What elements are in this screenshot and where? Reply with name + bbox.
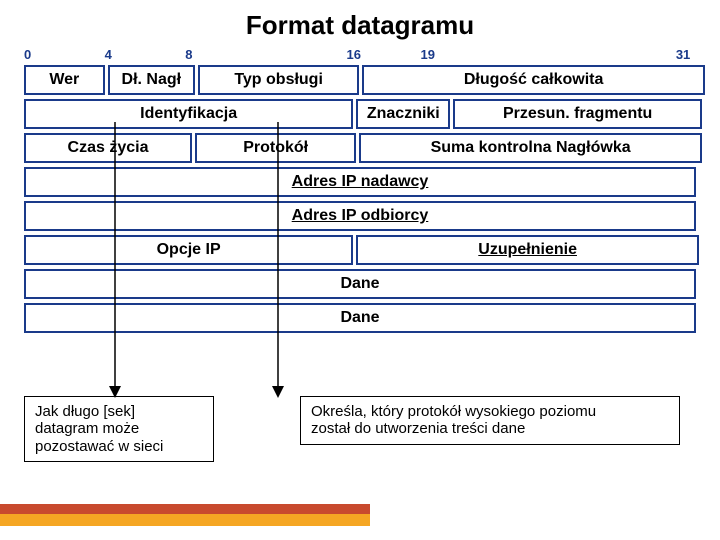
datagram-cell: Adres IP nadawcy (24, 167, 696, 197)
bit-label: 8 (185, 47, 192, 62)
callout-protocol: Określa, który protokół wysokiego poziom… (300, 396, 680, 445)
datagram-cell: Dł. Nagł (108, 65, 195, 95)
datagram-rows: WerDł. NagłTyp obsługiDługość całkowita I… (24, 65, 696, 333)
footer-bar (0, 504, 370, 526)
datagram-cell: Długość całkowita (362, 65, 705, 95)
bit-label: 31 (676, 47, 690, 62)
datagram-row: Dane (24, 269, 696, 299)
footer-red-stripe (0, 504, 370, 514)
callout-ttl: Jak długo [sek]datagram możepozostawać w… (24, 396, 214, 462)
datagram-row: Adres IP nadawcy (24, 167, 696, 197)
datagram-row: Adres IP odbiorcy (24, 201, 696, 231)
datagram-cell: Wer (24, 65, 105, 95)
datagram-cell: Dane (24, 303, 696, 333)
bit-label: 19 (420, 47, 434, 62)
page-title: Format datagramu (0, 0, 720, 47)
datagram-cell: Opcje IP (24, 235, 353, 265)
datagram-row: Czas życiaProtokółSuma kontrolna Nagłówk… (24, 133, 696, 163)
datagram-cell: Przesun. fragmentu (453, 99, 702, 129)
datagram-cell: Protokół (195, 133, 356, 163)
datagram-cell: Uzupełnienie (356, 235, 699, 265)
datagram-cell: Czas życia (24, 133, 192, 163)
footer-orange-stripe (0, 514, 370, 526)
datagram-cell: Typ obsługi (198, 65, 359, 95)
datagram-row: WerDł. NagłTyp obsługiDługość całkowita (24, 65, 696, 95)
datagram-cell: Identyfikacja (24, 99, 353, 129)
datagram-row: IdentyfikacjaZnacznikiPrzesun. fragmentu (24, 99, 696, 129)
datagram-cell: Suma kontrolna Nagłówka (359, 133, 702, 163)
datagram-diagram: 0 4 8 16 19 31 WerDł. NagłTyp obsługiDługość … (24, 47, 696, 333)
datagram-row: Opcje IPUzupełnienie (24, 235, 696, 265)
datagram-cell: Znaczniki (356, 99, 450, 129)
bit-label: 0 (24, 47, 31, 62)
datagram-row: Dane (24, 303, 696, 333)
datagram-cell: Adres IP odbiorcy (24, 201, 696, 231)
datagram-cell: Dane (24, 269, 696, 299)
bit-label: 16 (347, 47, 361, 62)
bit-label: 4 (105, 47, 112, 62)
bit-ruler: 0 4 8 16 19 31 (24, 47, 696, 65)
